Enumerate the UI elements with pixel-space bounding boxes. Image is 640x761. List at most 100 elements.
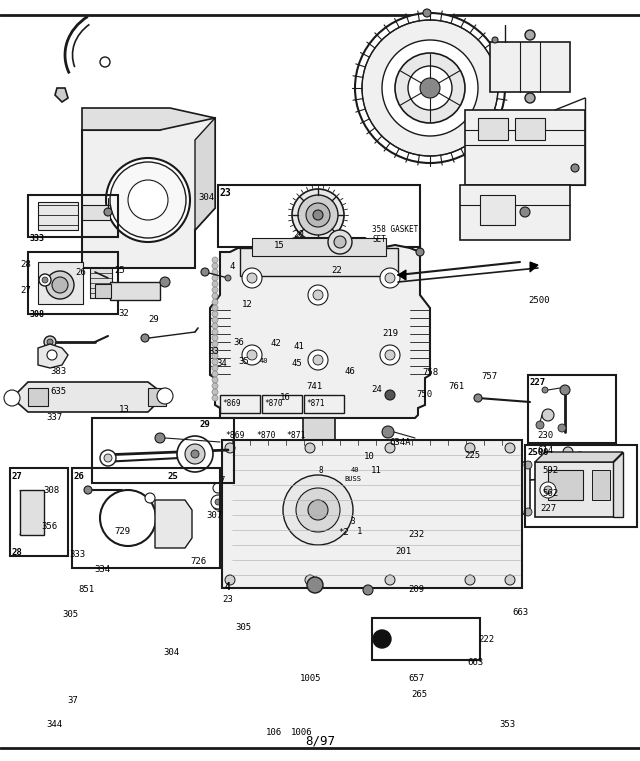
Circle shape <box>542 409 554 421</box>
Circle shape <box>292 189 344 241</box>
Text: 2500: 2500 <box>527 448 548 457</box>
Polygon shape <box>12 382 165 412</box>
Bar <box>38 262 83 304</box>
Circle shape <box>373 630 391 648</box>
Bar <box>220 395 260 413</box>
Bar <box>304 395 344 413</box>
Circle shape <box>47 339 53 345</box>
Circle shape <box>442 482 454 494</box>
Bar <box>303 418 335 453</box>
Circle shape <box>212 395 218 401</box>
Text: 305: 305 <box>63 610 79 619</box>
Bar <box>478 118 508 140</box>
Text: 344: 344 <box>46 720 62 729</box>
Text: 4: 4 <box>229 262 234 271</box>
Bar <box>10 468 68 556</box>
Circle shape <box>307 577 323 593</box>
Bar <box>372 618 480 660</box>
Polygon shape <box>535 452 623 462</box>
Text: *2: *2 <box>338 528 349 537</box>
Circle shape <box>313 210 323 220</box>
Text: 726: 726 <box>191 557 207 566</box>
Text: 308: 308 <box>44 486 60 495</box>
Circle shape <box>212 269 218 275</box>
Text: 308: 308 <box>30 310 45 319</box>
Bar <box>415 462 530 514</box>
Circle shape <box>306 203 330 227</box>
Text: 26: 26 <box>74 472 84 481</box>
Bar <box>82 205 110 220</box>
Bar <box>218 185 420 247</box>
Circle shape <box>328 230 352 254</box>
Circle shape <box>524 508 532 516</box>
Circle shape <box>44 336 56 348</box>
Circle shape <box>434 474 462 502</box>
Text: 265: 265 <box>411 689 427 699</box>
Bar <box>222 440 522 588</box>
Text: 334: 334 <box>95 565 111 574</box>
Text: 201: 201 <box>396 547 412 556</box>
Circle shape <box>177 436 213 472</box>
Circle shape <box>100 490 156 546</box>
Circle shape <box>362 20 498 156</box>
Text: 25: 25 <box>114 266 125 275</box>
Circle shape <box>100 57 110 67</box>
Text: 29: 29 <box>200 420 211 429</box>
Text: 851: 851 <box>78 585 94 594</box>
Circle shape <box>110 162 186 238</box>
Text: 8/97: 8/97 <box>305 735 335 748</box>
Circle shape <box>395 53 465 123</box>
Circle shape <box>525 93 535 103</box>
Text: 333: 333 <box>30 234 45 243</box>
Text: 232: 232 <box>408 530 424 539</box>
Text: 353: 353 <box>499 720 515 729</box>
Bar <box>528 375 616 443</box>
Polygon shape <box>82 118 215 268</box>
Circle shape <box>408 66 452 110</box>
Circle shape <box>414 461 422 469</box>
Circle shape <box>385 443 395 453</box>
Circle shape <box>571 164 579 172</box>
Circle shape <box>563 447 573 457</box>
Text: 15: 15 <box>274 240 285 250</box>
Circle shape <box>382 426 394 438</box>
Bar <box>90 268 112 298</box>
Bar <box>592 470 610 500</box>
Circle shape <box>104 454 112 462</box>
Circle shape <box>505 575 515 585</box>
Circle shape <box>212 365 218 371</box>
Circle shape <box>39 274 51 286</box>
Circle shape <box>558 424 566 432</box>
Circle shape <box>426 466 470 510</box>
Circle shape <box>313 355 323 365</box>
Polygon shape <box>195 118 215 230</box>
Circle shape <box>104 208 112 216</box>
Circle shape <box>560 385 570 395</box>
Text: 27: 27 <box>12 472 23 481</box>
Circle shape <box>212 311 218 317</box>
Bar <box>490 42 570 92</box>
Text: BUSS: BUSS <box>344 476 362 482</box>
Text: 23: 23 <box>223 595 234 604</box>
Text: 3: 3 <box>351 517 355 526</box>
Circle shape <box>540 482 556 498</box>
Circle shape <box>310 482 326 498</box>
Circle shape <box>308 285 328 305</box>
Circle shape <box>212 371 218 377</box>
Text: 222: 222 <box>479 635 495 644</box>
Circle shape <box>157 388 173 404</box>
Text: 227: 227 <box>541 504 557 513</box>
Circle shape <box>191 450 199 458</box>
Text: 41: 41 <box>293 342 304 351</box>
Circle shape <box>212 377 218 383</box>
Circle shape <box>212 287 218 293</box>
Text: 20: 20 <box>293 230 304 239</box>
Circle shape <box>465 575 475 585</box>
Circle shape <box>542 387 548 393</box>
Polygon shape <box>530 262 538 272</box>
Circle shape <box>212 335 218 341</box>
Text: 614: 614 <box>538 446 554 455</box>
Text: 383: 383 <box>50 367 66 376</box>
Circle shape <box>275 482 315 522</box>
Text: 37: 37 <box>67 696 78 705</box>
